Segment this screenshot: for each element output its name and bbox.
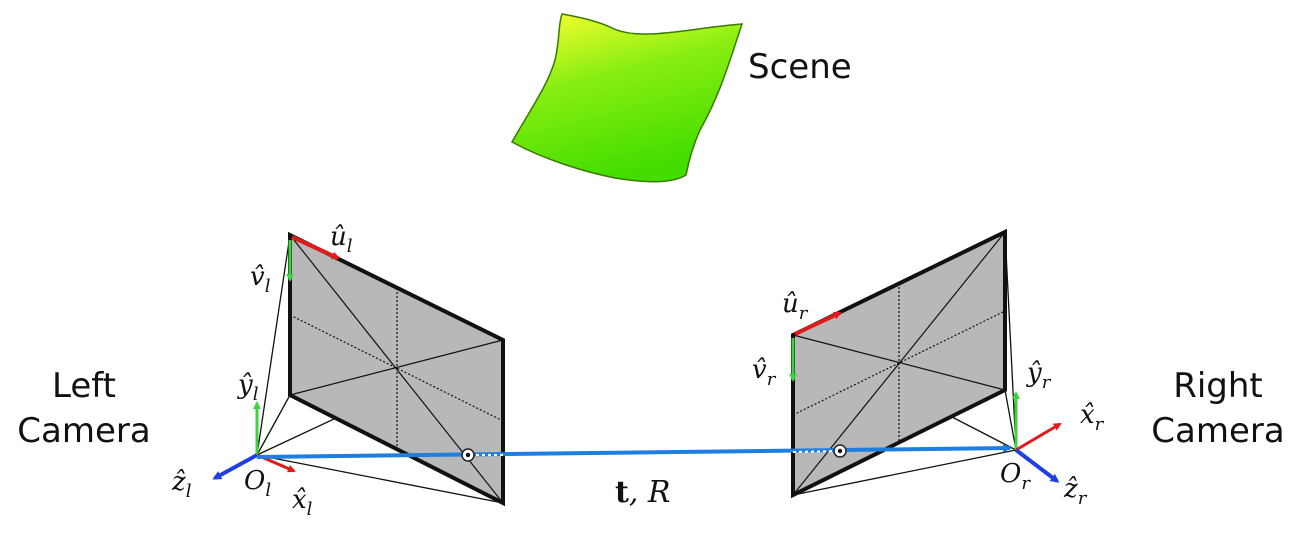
left-y-label: ŷl — [237, 370, 259, 405]
left-z-axis-arrow — [212, 453, 258, 480]
scene-label: Scene — [748, 47, 852, 87]
baseline-vector — [256, 443, 1012, 462]
right-origin-label: Or — [1000, 459, 1031, 494]
left-u-label: ûl — [330, 222, 353, 257]
right-x-label: x̂r — [1080, 400, 1105, 435]
right-z-label: ẑr — [1063, 474, 1088, 509]
left-v-label: v̂l — [250, 262, 271, 297]
left-camera-label-line2: Camera — [17, 411, 150, 451]
right-u-label: ûr — [782, 289, 809, 324]
right-v-label: v̂r — [752, 355, 777, 390]
left-u-axis-arrow — [291, 235, 340, 260]
left-camera — [212, 231, 505, 507]
right-y-label: ŷr — [1026, 358, 1052, 393]
right-u-axis-arrow — [794, 311, 842, 336]
right-x-axis-arrow — [1015, 422, 1062, 452]
left-x-label: x̂l — [292, 485, 313, 520]
right-z-axis-arrow — [1014, 448, 1060, 483]
left-z-label: ẑl — [171, 467, 192, 502]
right-camera-label-line2: Camera — [1151, 411, 1284, 451]
scene-surface — [510, 13, 744, 183]
baseline-label: t, R — [615, 475, 671, 510]
left-origin-label: Ol — [244, 466, 271, 501]
right-camera — [789, 228, 1062, 499]
right-camera-label-line1: Right — [1173, 366, 1263, 406]
left-camera-label-line1: Left — [52, 366, 116, 406]
